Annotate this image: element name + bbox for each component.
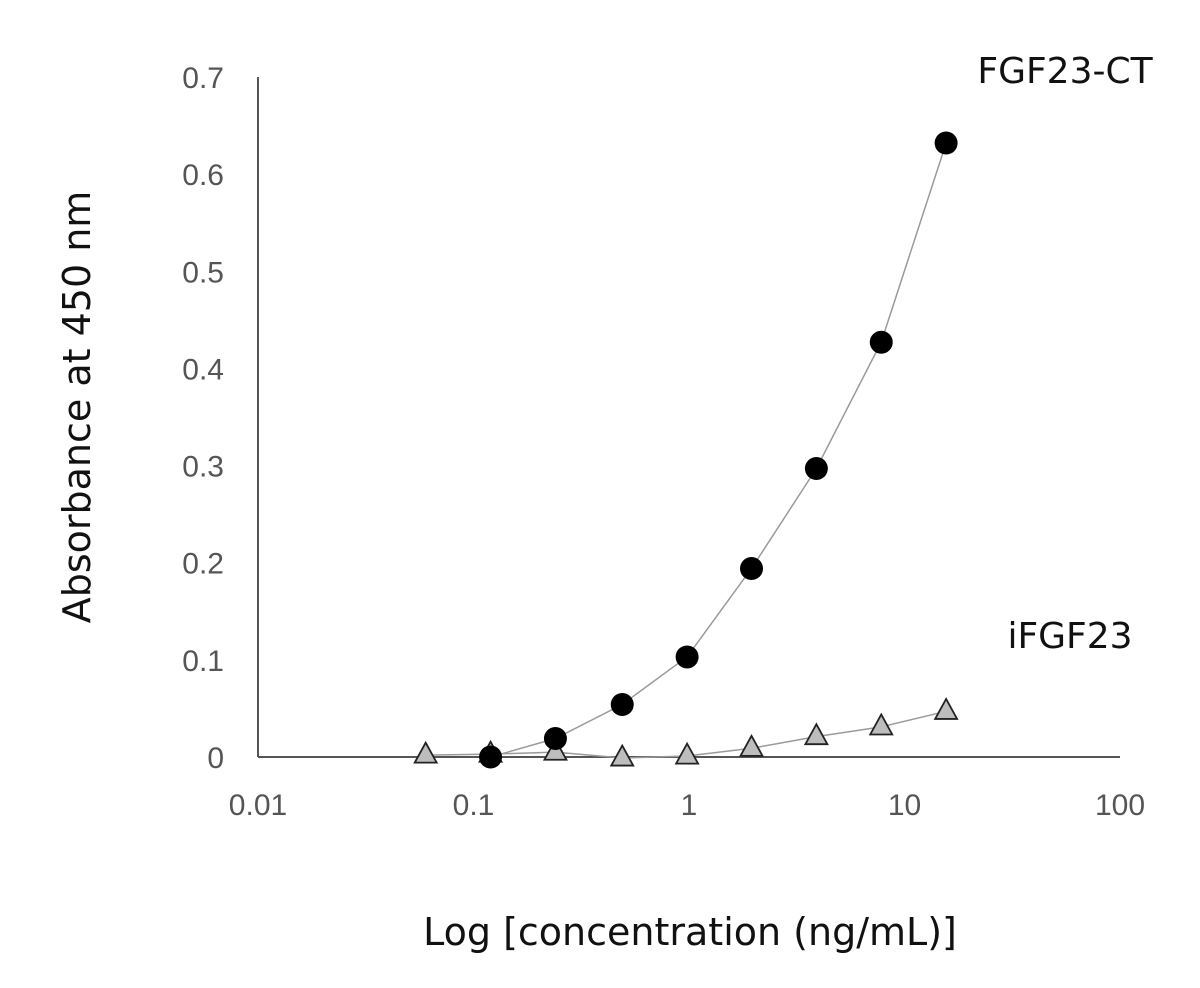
y-tick-label: 0.5: [182, 256, 224, 289]
y-tick-label: 0.7: [182, 62, 224, 95]
data-point-fgf23-ct: [869, 330, 893, 354]
series-fgf23-ct: [479, 131, 958, 769]
data-point-ifgf23: [609, 743, 635, 767]
y-tick-label: 0.1: [182, 645, 224, 678]
x-tick-label: 1: [681, 789, 698, 822]
x-tick-label: 100: [1095, 789, 1145, 822]
x-axis-tick-labels: 0.01 0.1 1 10 100: [229, 789, 1145, 822]
data-point-ifgf23: [738, 733, 765, 757]
data-point-fgf23-ct: [675, 645, 699, 669]
y-axis-title: Absorbance at 450 nm: [55, 191, 99, 624]
data-point-ifgf23: [868, 712, 894, 736]
data-point-fgf23-ct: [804, 456, 828, 480]
data-point-fgf23-ct: [543, 727, 567, 751]
y-tick-label: 0: [207, 742, 224, 775]
data-point-ifgf23: [413, 740, 439, 764]
data-point-fgf23-ct: [610, 693, 634, 717]
data-point-ifgf23: [933, 697, 959, 720]
x-tick-label: 0.01: [229, 789, 287, 822]
x-tick-label: 0.1: [453, 789, 495, 822]
data-point-fgf23-ct: [740, 557, 764, 581]
series-line-fgf23-ct: [490, 142, 947, 758]
y-tick-label: 0.2: [182, 548, 224, 581]
data-point-ifgf23: [803, 722, 829, 746]
series-label-fgf23-ct: FGF23-CT: [977, 51, 1153, 92]
y-tick-label: 0.6: [182, 159, 224, 192]
data-point-ifgf23: [674, 741, 700, 765]
x-tick-label: 10: [888, 789, 921, 822]
x-axis-title: Log [concentration (ng/mL)]: [423, 910, 957, 954]
y-tick-label: 0.3: [182, 451, 224, 484]
series-label-ifgf23: iFGF23: [1007, 616, 1132, 657]
data-point-fgf23-ct: [934, 131, 958, 155]
y-tick-label: 0.4: [182, 353, 224, 386]
y-axis-tick-labels: 0 0.1 0.2 0.3 0.4 0.5 0.6 0.7: [182, 62, 224, 775]
series-layer: [413, 131, 959, 769]
data-point-fgf23-ct: [479, 745, 503, 769]
